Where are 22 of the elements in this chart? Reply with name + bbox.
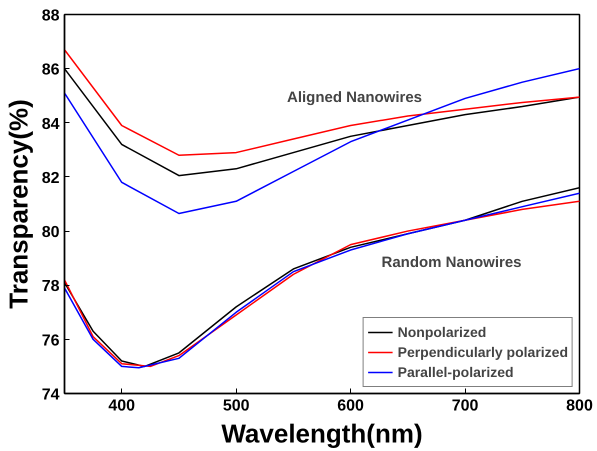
legend-label: Nonpolarized bbox=[398, 324, 486, 340]
x-tick-label: 600 bbox=[337, 398, 364, 414]
legend-label: Perpendicularly polarized bbox=[398, 344, 568, 360]
y-tick-label: 76 bbox=[42, 332, 60, 350]
x-tick-label: 700 bbox=[452, 398, 479, 414]
annotation: Aligned Nanowires bbox=[286, 89, 422, 106]
y-tick-label: 88 bbox=[42, 8, 60, 24]
y-tick-label: 74 bbox=[42, 386, 60, 404]
y-axis-title: Transparency(%) bbox=[4, 99, 34, 309]
x-tick-label: 400 bbox=[108, 398, 136, 414]
legend-label: Parallel-polarized bbox=[398, 364, 514, 380]
line-series bbox=[64, 48, 580, 156]
y-tick-label: 78 bbox=[42, 278, 60, 296]
y-tick-label: 82 bbox=[42, 170, 60, 187]
x-tick-label: 500 bbox=[222, 398, 250, 414]
y-tick-label: 80 bbox=[42, 224, 60, 242]
annotation: Random Nanowires bbox=[381, 254, 522, 271]
y-tick-label: 84 bbox=[42, 116, 60, 133]
line-series bbox=[64, 68, 580, 214]
x-axis-title: Wavelength(nm) bbox=[221, 418, 423, 448]
y-tick-label: 86 bbox=[42, 62, 60, 79]
x-tick-label: 800 bbox=[566, 398, 593, 414]
